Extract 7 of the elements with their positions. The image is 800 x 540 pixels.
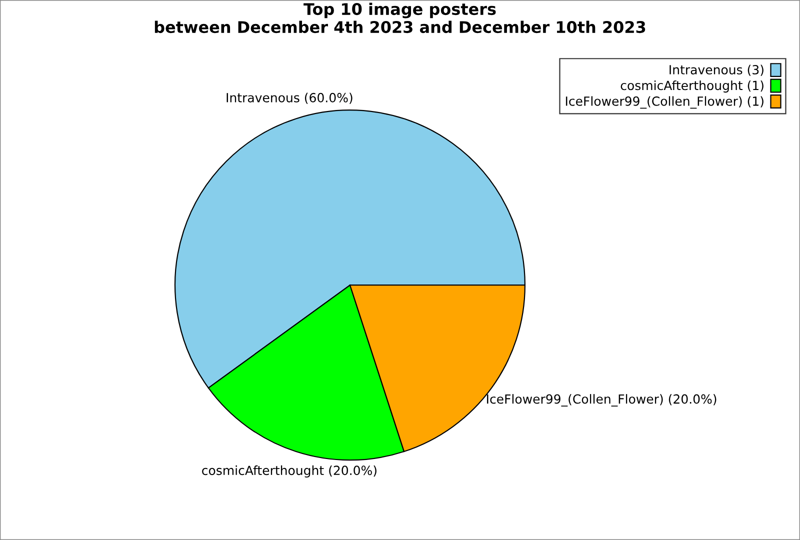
data-label: cosmicAfterthought (20.0%) (202, 465, 376, 478)
data-label: Intravenous (60.0%) (226, 92, 352, 104)
chart-title: Top 10 image posters between December 4th 2023 and December 10th 2023 (154, 2, 646, 34)
data-label: IceFlower99_(Collen_Flower) (20.0%) (487, 394, 716, 407)
legend-label: IceFlower99_(Collen_Flower) (1) (566, 96, 764, 109)
legend-label: Intravenous (3) (670, 64, 764, 76)
legend-label: cosmicAfterthought (1) (620, 80, 764, 93)
